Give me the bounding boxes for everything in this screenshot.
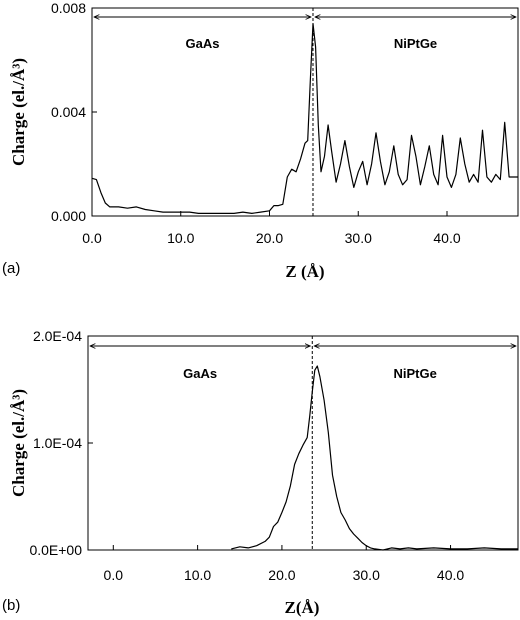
panel-label: (a)	[2, 260, 20, 277]
x-tick-label: 40.0	[437, 567, 464, 583]
y-tick-label: 2.0E-04	[33, 328, 82, 344]
region-label: NiPtGe	[394, 36, 437, 51]
y-tick-label: 0.004	[51, 104, 86, 120]
region-label: GaAs	[183, 366, 217, 381]
y-axis: 0.000 0.004 0.008	[51, 0, 97, 224]
plot-frame	[87, 335, 519, 551]
y-tick-label: 0.008	[51, 0, 86, 16]
x-tick-label: 20.0	[256, 230, 283, 246]
y-axis-label: Charge (el./Å³)	[9, 389, 28, 497]
x-tick-label: 40.0	[433, 230, 460, 246]
chart-panel-a: 0.000 0.004 0.008 0.0 10.0 20.0 30.0 40.0 GaAs…	[2, 0, 519, 281]
plot-frame	[91, 7, 519, 217]
series-group	[91, 23, 518, 214]
region-markers: GaAs NiPtGe	[90, 336, 516, 550]
y-tick-label: 0.0E+00	[29, 542, 82, 558]
x-tick-label: 10.0	[167, 230, 194, 246]
y-tick-label: 1.0E-04	[33, 435, 82, 451]
chart-panel-b: 0.0E+00 1.0E-04 2.0E-04 0.0 10.0 20.0 30.0 40.…	[2, 328, 519, 617]
x-tick-label: 30.0	[353, 567, 380, 583]
y-axis-label: Charge (el./Å³)	[9, 58, 28, 166]
region-label: NiPtGe	[393, 366, 436, 381]
series-group	[231, 365, 518, 551]
x-tick-label: 0.0	[82, 230, 102, 246]
series-line	[231, 365, 518, 551]
y-axis: 0.0E+00 1.0E-04 2.0E-04	[29, 328, 93, 558]
x-axis: 0.0 10.0 20.0 30.0 40.0	[82, 211, 461, 246]
y-tick-label: 0.000	[51, 208, 86, 224]
panel-label: (b)	[2, 597, 20, 614]
x-tick-label: 20.0	[268, 567, 295, 583]
series-line	[91, 23, 518, 214]
x-tick-label: 30.0	[345, 230, 372, 246]
x-axis-label: Z (Å)	[285, 262, 324, 281]
x-axis-label: Z(Å)	[285, 598, 320, 617]
x-axis: 0.0 10.0 20.0 30.0 40.0	[104, 545, 464, 583]
x-tick-label: 10.0	[184, 567, 211, 583]
x-tick-label: 0.0	[104, 567, 124, 583]
region-markers: GaAs NiPtGe	[94, 8, 516, 216]
region-label: GaAs	[186, 36, 220, 51]
